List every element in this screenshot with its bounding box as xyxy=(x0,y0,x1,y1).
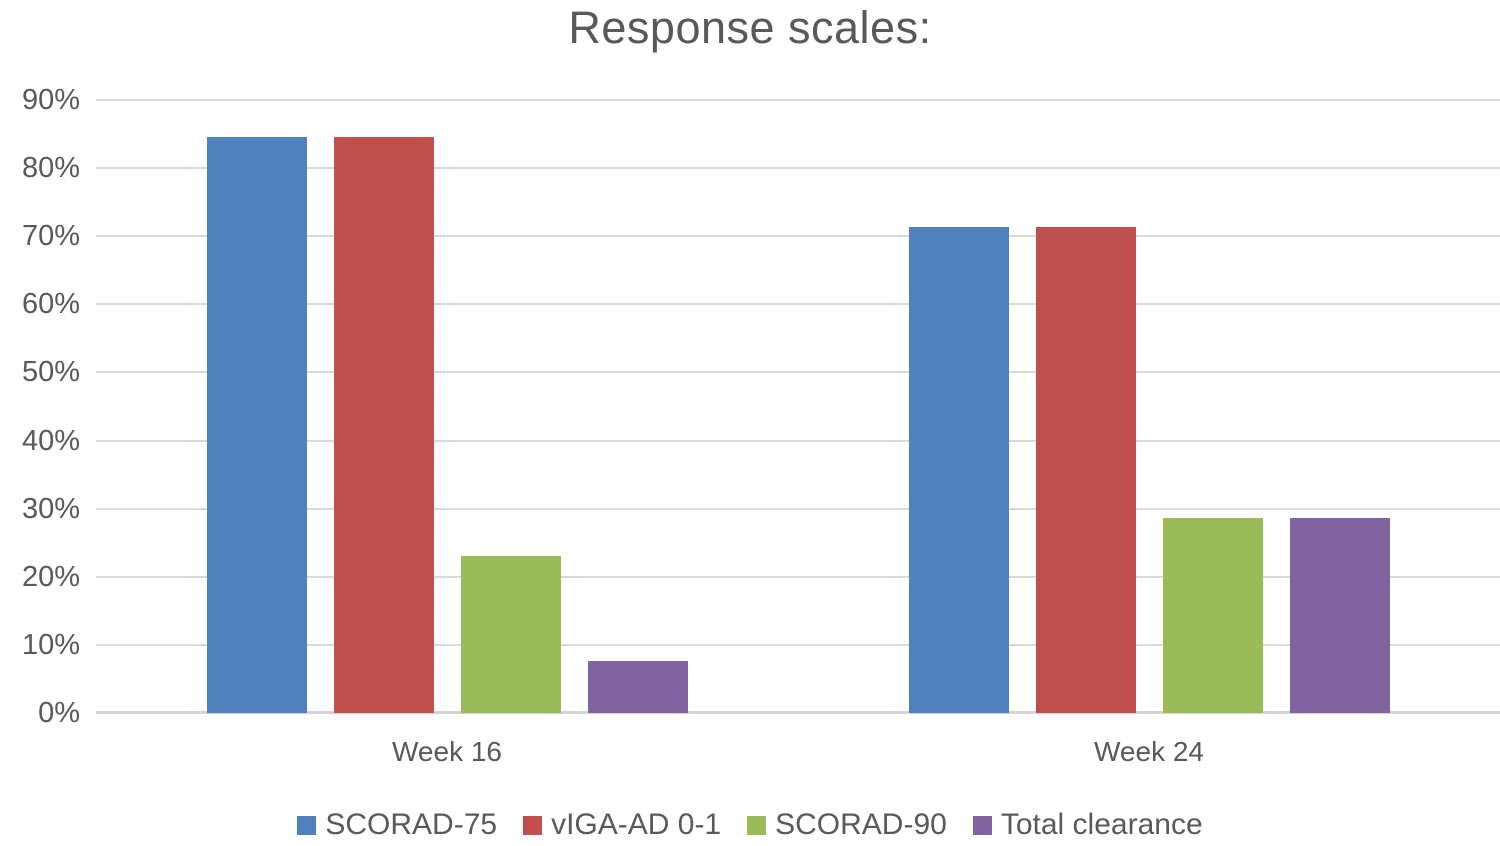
y-axis-tick-label: 10% xyxy=(21,628,80,661)
gridline xyxy=(96,303,1500,306)
bar-scorad-90-week-16 xyxy=(460,555,561,713)
y-axis-tick-label: 40% xyxy=(21,424,80,457)
bar-total-clearance-week-24 xyxy=(1289,518,1390,713)
bar-scorad-90-week-24 xyxy=(1162,518,1263,713)
y-axis-tick-label: 70% xyxy=(21,220,80,253)
y-axis-tick-label: 20% xyxy=(21,560,80,593)
legend-label: SCORAD-75 xyxy=(325,808,498,841)
y-axis-tick-label: 80% xyxy=(21,152,80,185)
gridline xyxy=(96,643,1500,646)
bar-viga-ad-0-1-week-16 xyxy=(333,136,434,713)
legend-item-scorad-90: SCORAD-90 xyxy=(747,808,947,842)
legend-swatch-scorad-75 xyxy=(297,815,317,835)
y-axis-tick-label: 50% xyxy=(21,356,80,389)
gridline xyxy=(96,235,1500,238)
x-axis-line xyxy=(96,711,1500,714)
gridline xyxy=(96,507,1500,510)
gridline xyxy=(96,99,1500,101)
gridline xyxy=(96,371,1500,374)
legend-item-scorad-75: SCORAD-75 xyxy=(297,808,497,842)
legend-swatch-total-clearance xyxy=(972,815,992,835)
legend-swatch-scorad-90 xyxy=(747,815,767,835)
x-axis-category-label: Week 16 xyxy=(392,736,502,767)
gridline xyxy=(96,575,1500,578)
x-axis-category-label: Week 24 xyxy=(1094,736,1204,767)
gridline xyxy=(96,167,1500,170)
legend: SCORAD-75 vIGA-AD 0-1 SCORAD-90 Total clear… xyxy=(0,808,1500,842)
legend-item-viga-ad-0-1: vIGA-AD 0-1 xyxy=(523,808,721,842)
y-axis-tick-label: 30% xyxy=(21,492,80,525)
legend-label: SCORAD-90 xyxy=(775,808,947,841)
legend-label: Total clearance xyxy=(1000,808,1203,841)
y-axis-tick-label: 60% xyxy=(21,288,80,321)
legend-item-total-clearance: Total clearance xyxy=(972,808,1203,842)
y-axis-tick-label: 90% xyxy=(21,84,80,116)
bar-scorad-75-week-24 xyxy=(908,226,1009,713)
legend-swatch-viga-ad-0-1 xyxy=(523,815,543,835)
y-axis-tick-label: 0% xyxy=(38,697,80,729)
bar-viga-ad-0-1-week-24 xyxy=(1035,226,1136,713)
bar-total-clearance-week-16 xyxy=(587,660,688,713)
chart-title: Response scales: xyxy=(568,2,932,53)
legend-label: vIGA-AD 0-1 xyxy=(551,808,722,841)
plot-area xyxy=(96,99,1500,714)
bar-scorad-75-week-16 xyxy=(206,136,307,713)
gridline xyxy=(96,439,1500,442)
